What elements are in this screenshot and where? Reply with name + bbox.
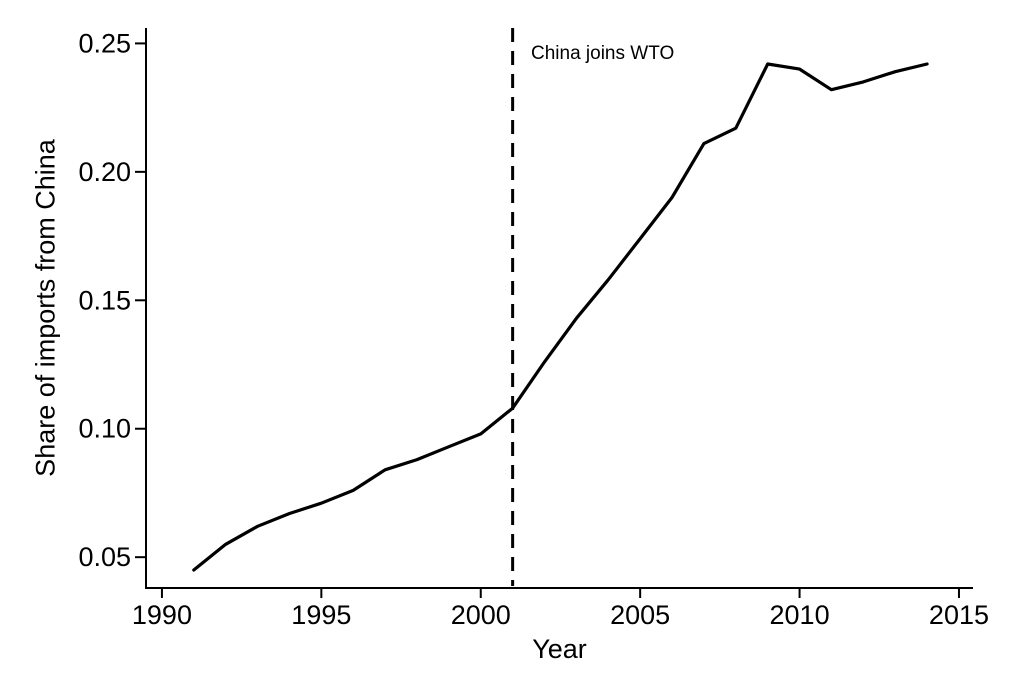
x-axis-title: Year — [532, 634, 587, 664]
y-tick-label: 0.15 — [78, 285, 131, 315]
x-tick-label: 2005 — [610, 600, 670, 630]
y-axis-title: Share of imports from China — [30, 139, 61, 477]
x-tick-label: 2015 — [929, 600, 989, 630]
x-tick-label: 1995 — [291, 600, 351, 630]
x-tick-label: 2000 — [451, 600, 511, 630]
imports-share-series-line — [192, 62, 929, 572]
y-tick-label: 0.10 — [78, 414, 131, 444]
y-tick-label: 0.05 — [78, 542, 131, 572]
x-tick-label: 1990 — [132, 600, 192, 630]
y-tick-label: 0.20 — [78, 157, 131, 187]
x-tick-label: 2010 — [770, 600, 830, 630]
y-tick-label: 0.25 — [78, 28, 131, 58]
wto-annotation-label: China joins WTO — [531, 43, 675, 64]
